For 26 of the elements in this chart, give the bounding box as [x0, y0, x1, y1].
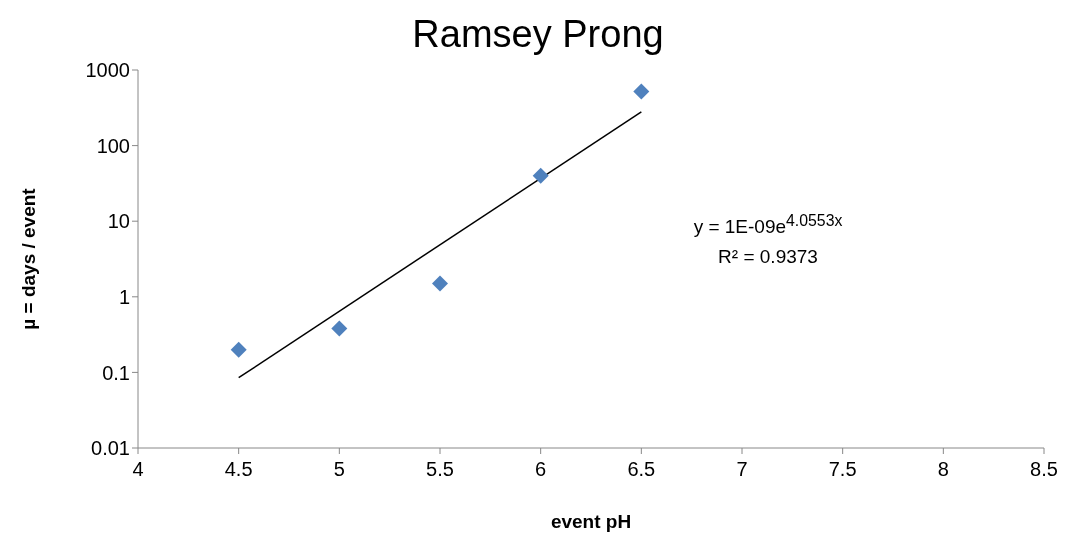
x-tick-label: 5.5 [426, 458, 454, 481]
x-tick-label: 6 [535, 458, 547, 481]
point [432, 275, 448, 292]
y-tick-label: 10 [107, 210, 130, 233]
point [633, 83, 650, 100]
y-tick-label: 1 [118, 285, 130, 308]
y-tick-label: 0.01 [91, 437, 130, 460]
x-tick-label: 8.5 [1030, 458, 1058, 481]
x-tick-label: 6.5 [627, 458, 656, 481]
chart-title: Ramsey Prong [411, 12, 665, 57]
x-tick-label: 4.5 [224, 458, 253, 481]
y-axis-title: µ = days / event [17, 187, 39, 330]
x-tick-label: 8 [937, 458, 949, 481]
point [532, 167, 549, 184]
x-tick-label: 5 [333, 458, 345, 481]
point [230, 341, 247, 358]
y-tick-label: 0.1 [102, 361, 130, 384]
annotation: y = 1E-09e$^{4.0553x}$ [692, 211, 844, 240]
y-tick-label: 100 [96, 134, 130, 157]
x-axis-title: event pH [550, 511, 632, 532]
annotation: R² = 0.9373 [717, 245, 819, 270]
y-tick-label: 1000 [85, 59, 130, 82]
x-tick-label: 7 [736, 458, 748, 481]
x-tick-label: 4 [132, 458, 144, 481]
point [331, 320, 348, 337]
x-tick-label: 7.5 [828, 458, 857, 481]
